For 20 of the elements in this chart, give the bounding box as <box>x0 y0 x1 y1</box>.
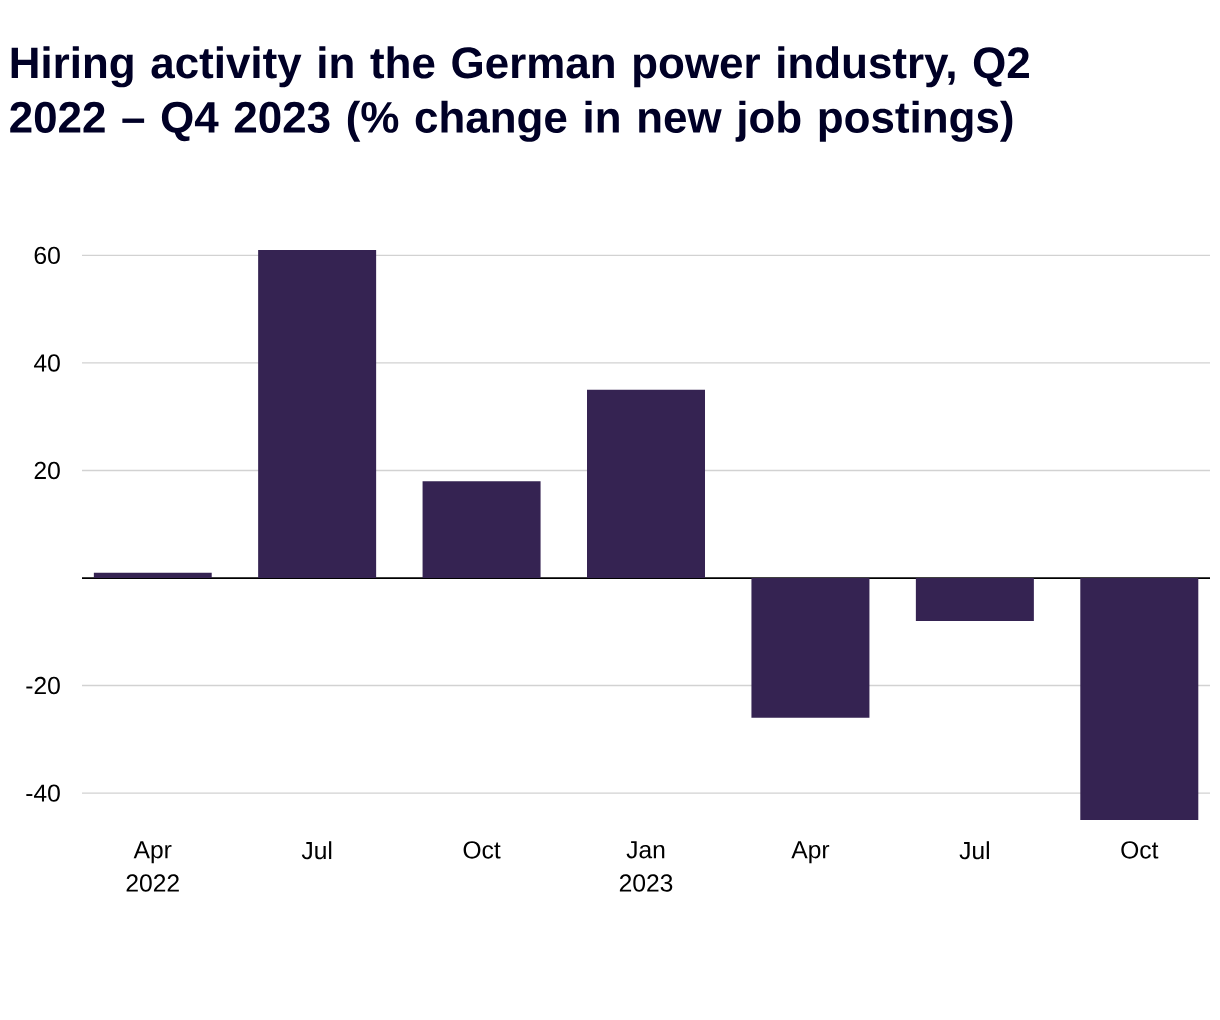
x-tick-label: Oct <box>1121 841 1159 859</box>
bar <box>587 389 706 579</box>
chart-title: Hiring activity in the German power industry, Q2 2022 – Q4 2023 (% change in new job postings) <box>10 46 1029 142</box>
y-tick-label: 20 <box>34 461 60 480</box>
bar <box>751 578 870 718</box>
y-tick-label: -40 <box>26 784 60 802</box>
x-tick-label: Jan 2023 <box>619 841 673 892</box>
bar <box>93 572 212 579</box>
y-tick-label: 60 <box>34 246 60 265</box>
bar <box>422 481 541 579</box>
bar <box>915 578 1034 622</box>
x-tick-label: Oct <box>463 841 501 859</box>
x-tick-label: Jul <box>301 841 332 860</box>
x-tick-label: Apr <box>791 841 830 864</box>
x-tick-label: Jul <box>959 841 989 860</box>
x-tick-label: Apr 2022 <box>126 841 179 892</box>
bar <box>1080 578 1199 820</box>
y-tick-label: 40 <box>33 354 60 372</box>
bar <box>258 250 377 579</box>
y-tick-label: -20 <box>26 676 60 695</box>
